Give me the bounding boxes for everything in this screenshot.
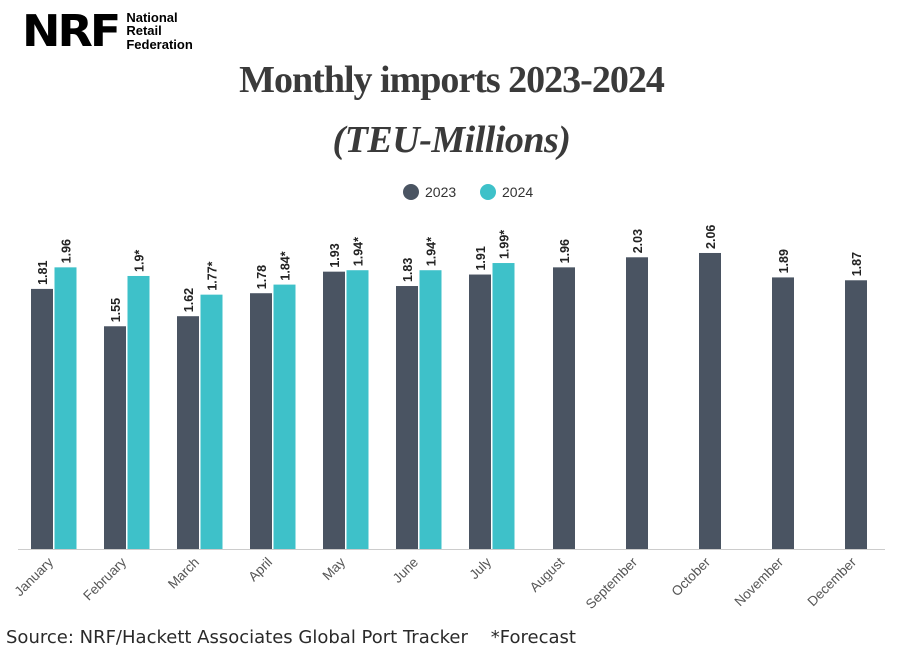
data-label-2024-june: 1.94* [425,237,439,266]
bar-2023-june [396,286,418,549]
data-label-2024-may: 1.94* [352,237,366,266]
bar-2023-december [845,280,867,549]
data-label-2023-march: 1.62 [182,288,196,312]
data-label-2024-february: 1.9* [133,250,147,272]
data-label-2023-january: 1.81 [36,261,50,285]
x-tick-label-august: August [527,554,568,595]
x-tick-label-june: June [390,555,421,586]
bar-2023-march [177,316,199,549]
legend-label-2024: 2024 [502,184,533,200]
x-tick-label-july: July [467,554,495,582]
bar-2024-january [54,267,77,549]
bar-2023-september [626,257,648,549]
logo-mark: NRF [22,5,121,57]
chart-title: Monthly imports 2023-2024 [239,59,665,101]
data-label-2024-april: 1.84* [279,251,293,280]
x-tick-label-september: September [583,554,641,612]
bar-2023-april [250,293,272,549]
legend-marker-2024 [480,184,496,200]
x-tick-label-january: January [12,554,57,599]
bar-2023-january [31,288,53,549]
data-label-2023-august: 1.96 [558,239,572,263]
x-tick-label-april: April [245,555,275,585]
data-label-2023-may: 1.93 [328,243,342,267]
bar-2023-february [104,326,126,549]
bar-2024-march [200,294,223,549]
x-tick-label-february: February [80,554,129,603]
x-tick-label-march: March [165,555,202,592]
bar-2023-august [553,267,575,549]
bar-2023-november [772,277,794,549]
x-tick-label-may: May [319,554,348,583]
chart-subtitle: (TEU-Millions) [332,119,571,161]
data-label-2023-june: 1.83 [401,258,415,282]
data-label-2023-february: 1.55 [109,298,123,322]
x-tick-label-november: November [731,554,786,609]
data-label-2023-october: 2.06 [704,225,718,249]
data-label-2023-september: 2.03 [631,229,645,253]
bar-2023-july [469,274,491,549]
source-note: Source: NRF/Hackett Associates Global Po… [6,627,576,648]
bar-2024-june [419,270,442,549]
legend-marker-2023 [403,184,419,200]
bar-2023-may [323,271,345,549]
data-label-2023-april: 1.78 [255,265,269,289]
bar-2024-february [127,275,150,549]
bar-2024-july [492,263,515,549]
data-label-2023-november: 1.89 [777,249,791,273]
logo-line-3: Federation [126,36,193,52]
logo-line-2: Retail [126,23,162,39]
data-label-2024-march: 1.77* [206,261,220,290]
bar-2024-may [346,270,369,549]
bar-2024-april [273,284,296,549]
nrf-logo: NRF National Retail Federation [22,8,193,54]
legend-label-2023: 2023 [425,184,456,200]
x-tick-label-october: October [669,554,714,599]
x-tick-label-december: December [804,554,859,609]
bar-2023-october [699,252,721,549]
data-label-2023-december: 1.87 [850,252,864,276]
logo-text: National Retail Federation [126,11,192,52]
data-label-2024-july: 1.99* [498,230,512,259]
logo-line-1: National [126,9,178,25]
data-label-2023-july: 1.91 [474,246,488,270]
data-label-2024-january: 1.96 [60,239,74,263]
